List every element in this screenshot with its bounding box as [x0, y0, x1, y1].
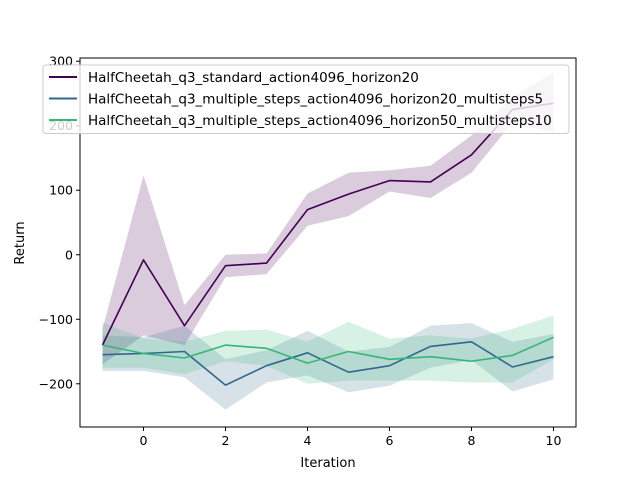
legend: HalfCheetah_q3_standard_action4096_horiz… [42, 64, 570, 134]
series-lines [101, 102, 554, 386]
y-tick-label--200: −200 [39, 376, 73, 391]
x-tick-label-6: 6 [386, 433, 394, 448]
legend-label-halfcheetah-q3-multiple-steps-action4096-horizon20-multisteps5: HalfCheetah_q3_multiple_steps_action4096… [88, 92, 543, 108]
line-halfcheetah-q3-multiple-steps-action4096-horizon20-multisteps5 [102, 340, 554, 386]
band-halfcheetah-q3-multiple-steps-action4096-horizon50-multisteps10 [102, 315, 554, 384]
legend-label-halfcheetah-q3-multiple-steps-action4096-horizon50-multisteps10: HalfCheetah_q3_multiple_steps_action4096… [88, 113, 552, 129]
legend-box [42, 64, 570, 134]
x-tick-label-10: 10 [546, 433, 562, 448]
x-tick-label-8: 8 [467, 433, 475, 448]
x-axis-label: Iteration [300, 456, 355, 471]
x-tick-label-4: 4 [304, 433, 312, 448]
plot-frame [79, 57, 577, 428]
x-tick-label-2: 2 [222, 433, 230, 448]
x-tick-label-0: 0 [140, 433, 148, 448]
y-tick-label-0: 0 [65, 247, 73, 262]
y-axis-label: Return [13, 221, 28, 264]
legend-label-halfcheetah-q3-standard-action4096-horizon20: HalfCheetah_q3_standard_action4096_horiz… [88, 70, 419, 86]
y-tick-label-100: 100 [49, 183, 73, 198]
line-halfcheetah-q3-standard-action4096-horizon20 [101, 102, 554, 346]
band-halfcheetah-q3-standard-action4096-horizon20 [102, 72, 554, 365]
line-halfcheetah-q3-multiple-steps-action4096-horizon50-multisteps10 [102, 336, 554, 364]
y-tick-label--100: −100 [39, 312, 73, 327]
